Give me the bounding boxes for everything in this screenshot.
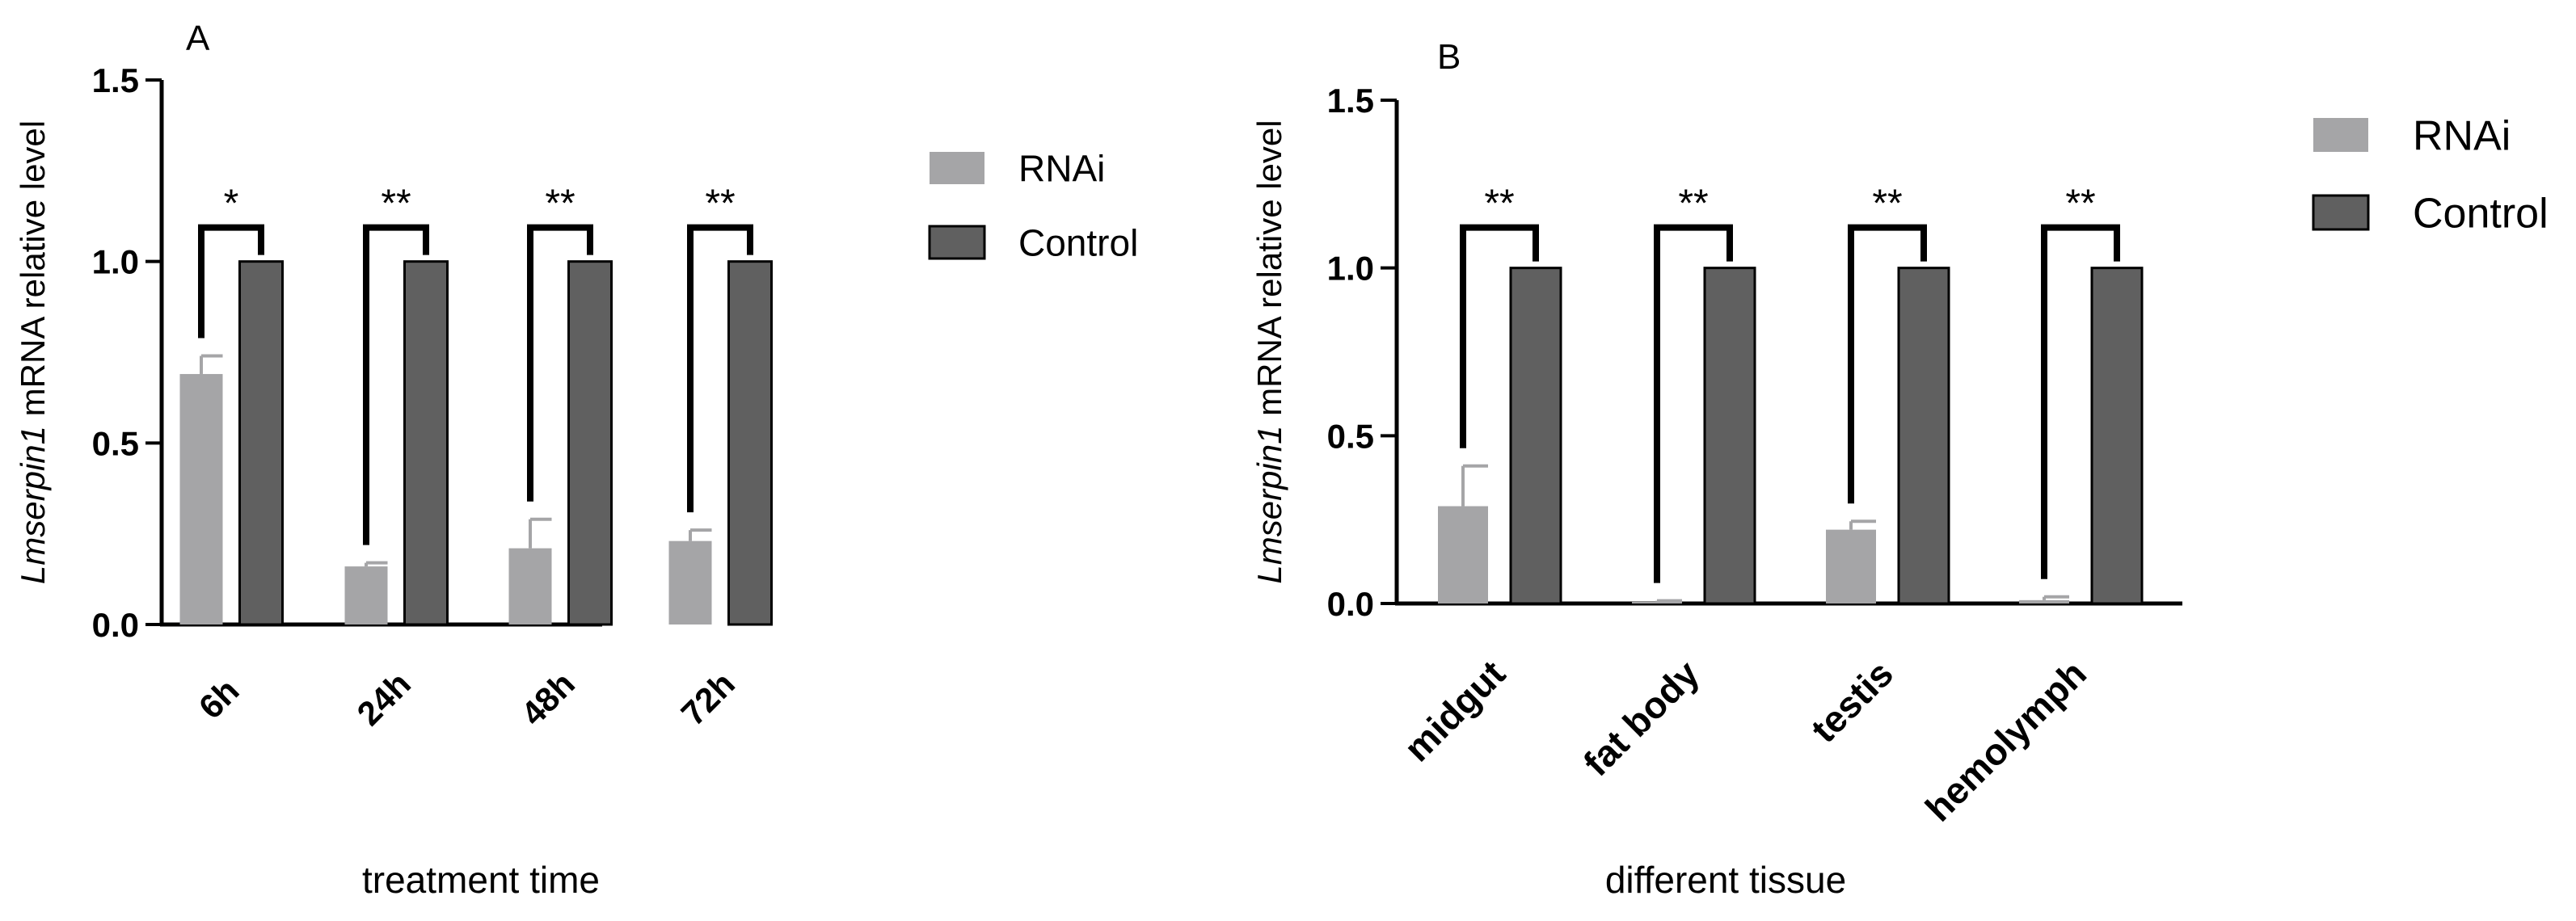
legend-swatch-rnai xyxy=(2313,118,2368,152)
y-tick-label: 0.0 xyxy=(1327,585,1374,623)
bar-control xyxy=(238,260,284,626)
y-axis-title: Lmserpin1 mRNA relative level xyxy=(14,120,52,584)
significance-marker: ** xyxy=(1678,183,1708,225)
legend-swatch-control xyxy=(928,225,986,260)
y-axis-title-gene: Lmserpin1 xyxy=(14,426,52,584)
panel-label: A xyxy=(186,19,210,58)
bar-rnai xyxy=(508,548,552,625)
bar-rnai xyxy=(344,566,388,625)
panel-label: B xyxy=(1437,37,1461,77)
significance-marker: ** xyxy=(1484,183,1514,225)
panel-b: B 0.0 0.5 1.0 1.5 Lmserpin1 mRNA relative lev… xyxy=(1250,37,2549,901)
legend: RNAi Control xyxy=(928,148,1138,264)
significance-bracket xyxy=(2041,224,2120,579)
y-tick-label: 0.5 xyxy=(92,424,139,462)
bar-control xyxy=(1703,267,1756,605)
bar-control xyxy=(2090,267,2144,605)
significance-marker: ** xyxy=(1872,183,1902,225)
y-axis-title: Lmserpin1 mRNA relative level xyxy=(1250,120,1288,583)
bar-rnai xyxy=(1826,529,1876,603)
bar-control xyxy=(1509,267,1562,605)
bar-rnai xyxy=(668,540,712,625)
legend-label-rnai: RNAi xyxy=(2413,113,2511,160)
y-tick-label: 1.5 xyxy=(92,61,139,99)
x-axis-title: different tissue xyxy=(1605,859,1846,901)
significance-bracket xyxy=(527,224,593,502)
bar-rnai xyxy=(1632,601,1682,603)
significance-marker: ** xyxy=(381,183,411,225)
legend-swatch-rnai xyxy=(930,152,984,184)
significance-bracket xyxy=(1654,224,1733,583)
legend-label-control: Control xyxy=(2413,191,2549,238)
bar-control xyxy=(403,260,449,626)
y-axis-title-gene: Lmserpin1 xyxy=(1250,426,1288,584)
legend: RNAi Control xyxy=(2312,113,2549,238)
y-tick-label: 0.0 xyxy=(92,606,139,644)
significance-marker: ** xyxy=(545,183,575,225)
legend-label-rnai: RNAi xyxy=(1018,148,1105,190)
panel-a: A 0.0 0.5 1.0 1.5 Lmserpin1 mRNA relative lev… xyxy=(14,19,1138,901)
bar-control xyxy=(567,260,613,626)
significance-bracket xyxy=(1460,224,1539,448)
legend-label-control: Control xyxy=(1018,222,1138,264)
y-tick-label: 1.5 xyxy=(1327,82,1374,120)
y-tick-label: 0.5 xyxy=(1327,417,1374,455)
y-axis-title-rest: mRNA relative level xyxy=(14,120,52,426)
y-axis-title-rest: mRNA relative level xyxy=(1250,120,1288,425)
bar-rnai xyxy=(1438,506,1488,603)
significance-marker: * xyxy=(224,183,239,225)
bar-control xyxy=(1897,267,1950,605)
y-tick-label: 1.0 xyxy=(92,243,139,281)
bar-control xyxy=(727,260,773,626)
significance-marker: ** xyxy=(2065,183,2095,225)
significance-marker: ** xyxy=(705,183,735,225)
x-axis-title: treatment time xyxy=(362,859,600,901)
significance-bracket xyxy=(198,224,264,339)
bar-rnai xyxy=(179,373,223,625)
significance-bracket xyxy=(363,224,429,545)
bar-rnai xyxy=(2019,599,2069,603)
legend-swatch-control xyxy=(2312,194,2370,231)
significance-bracket xyxy=(687,224,753,513)
significance-bracket xyxy=(1848,224,1927,504)
y-tick-label: 1.0 xyxy=(1327,250,1374,288)
